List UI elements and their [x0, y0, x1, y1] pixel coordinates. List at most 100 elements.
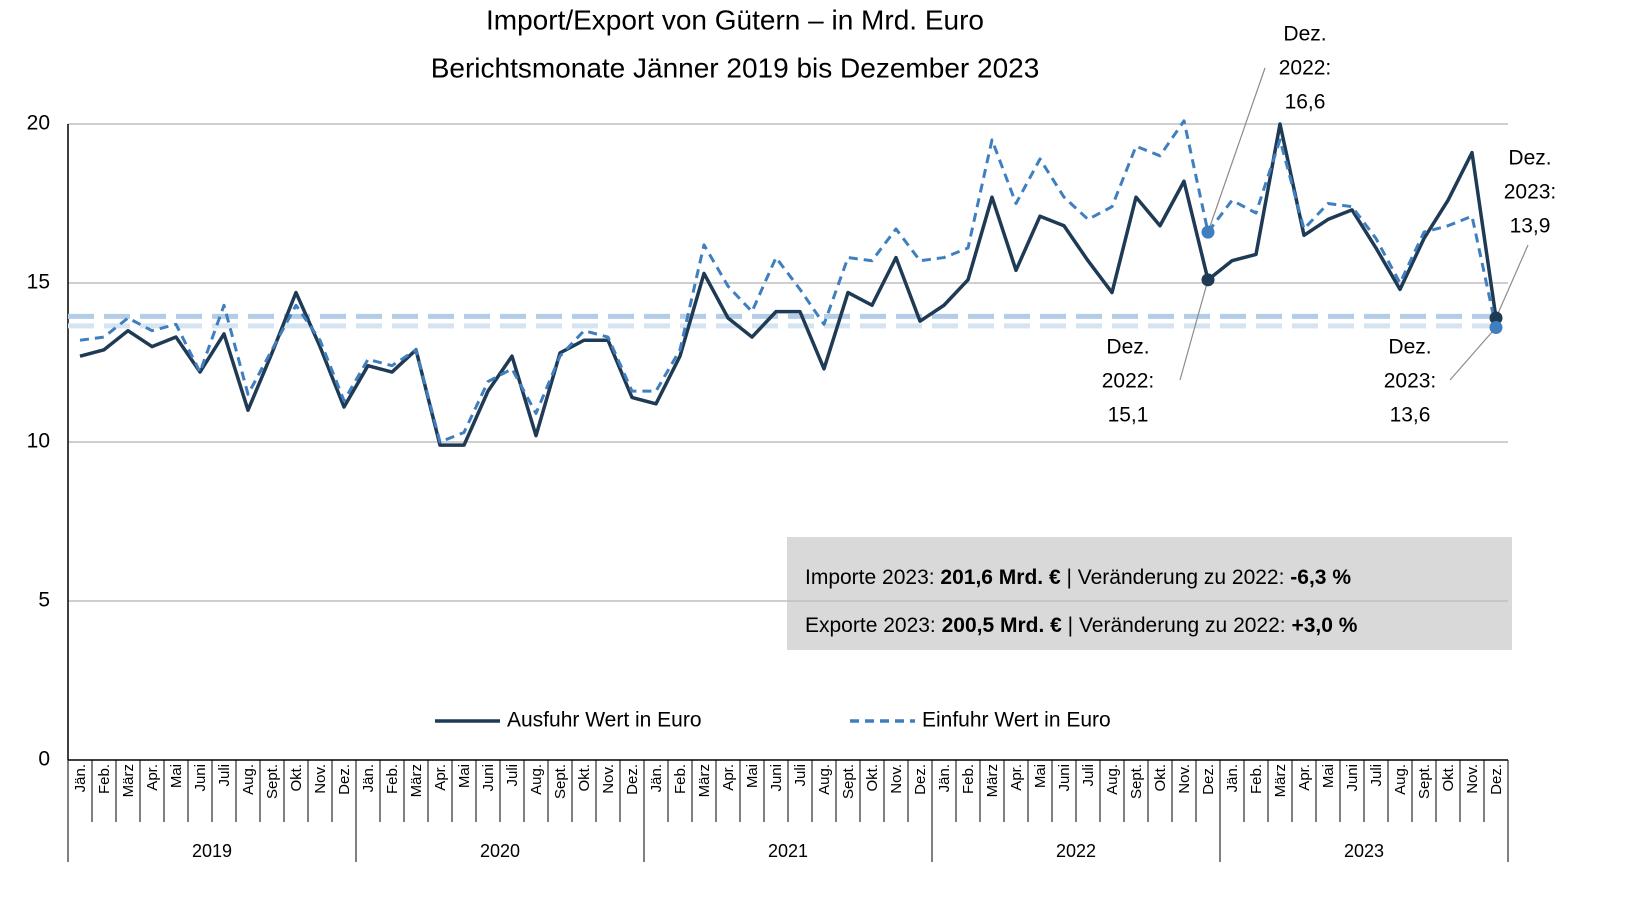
highlight-point: [1489, 321, 1503, 335]
x-tick-label: Mai: [1320, 764, 1337, 788]
data-line: [79, 122, 1498, 447]
x-tick-label: Okt.: [288, 764, 305, 792]
legend-label: Ausfuhr Wert in Euro: [507, 709, 702, 732]
x-tick-label: Sept.: [552, 764, 569, 799]
x-tick-label: Juni: [1344, 764, 1361, 792]
x-tick-label: Nov.: [1176, 764, 1193, 794]
year-label: 2023: [1344, 841, 1384, 861]
x-tick-label: Dez.: [336, 764, 353, 795]
x-tick-label: Mai: [744, 764, 761, 788]
highlight-point: [1201, 225, 1215, 239]
info-segment: Exporte 2023:: [805, 614, 942, 637]
x-tick-label: März: [696, 764, 713, 797]
info-segment: | Veränderung zu 2022:: [1062, 614, 1292, 637]
info-text: Importe 2023: 201,6 Mrd. € | Veränderung…: [805, 566, 1351, 589]
x-tick-label: Juli: [216, 764, 233, 787]
x-tick-label: März: [120, 764, 137, 797]
x-tick-label: Dez.: [1200, 764, 1217, 795]
annotation: 2022:: [1279, 57, 1332, 80]
x-tick-label: Apr.: [1296, 764, 1313, 791]
info-segment: -6,3 %: [1290, 566, 1351, 589]
x-tick-label: Juli: [1368, 764, 1385, 787]
x-tick-label: März: [408, 764, 425, 797]
annotation: 13,6: [1390, 404, 1431, 427]
leader-line: [1179, 279, 1209, 381]
info-segment: 201,6 Mrd. €: [940, 566, 1061, 589]
x-tick-label: Apr.: [144, 764, 161, 791]
x-tick-label: Juni: [192, 764, 209, 792]
x-tick-label: März: [1272, 764, 1289, 797]
x-tick-label: Juli: [1080, 764, 1097, 787]
x-tick-label: März: [984, 764, 1001, 797]
x-tick-label: Aug.: [1392, 764, 1409, 795]
x-tick-label: Sept.: [840, 764, 857, 799]
x-tick-label: Apr.: [1008, 764, 1025, 791]
x-tick-label: Mai: [1032, 764, 1049, 788]
leader-line: [1495, 244, 1529, 319]
x-tick-label: Feb.: [960, 764, 977, 794]
annotation: 2023:: [1384, 370, 1437, 393]
year-label: 2019: [192, 841, 232, 861]
leader-line: [1449, 327, 1497, 381]
x-tick-label: Okt.: [1440, 764, 1457, 792]
annotation: 16,6: [1285, 91, 1326, 114]
x-tick-label: Jän.: [360, 764, 377, 792]
year-label: 2020: [480, 841, 520, 861]
chart-title: Berichtsmonate Jänner 2019 bis Dezember …: [431, 52, 1040, 83]
annotation: 2022:: [1102, 370, 1155, 393]
y-tick-label: 5: [38, 589, 50, 612]
year-label: 2021: [768, 841, 808, 861]
x-tick-label: Sept.: [1128, 764, 1145, 799]
x-tick-label: Mai: [168, 764, 185, 788]
annotation: Dez.: [1283, 23, 1326, 46]
info-text: Exporte 2023: 200,5 Mrd. € | Veränderung…: [805, 614, 1358, 637]
x-tick-label: Jän.: [72, 764, 89, 792]
info-segment: +3,0 %: [1291, 614, 1357, 637]
info-box: [787, 537, 1512, 650]
x-tick-label: Juni: [768, 764, 785, 792]
x-tick-label: Dez.: [624, 764, 641, 795]
x-tick-label: Jän.: [936, 764, 953, 792]
x-tick-label: Jän.: [648, 764, 665, 792]
x-tick-label: Aug.: [816, 764, 833, 795]
y-tick-label: 0: [38, 748, 50, 771]
info-segment: | Veränderung zu 2022:: [1061, 566, 1291, 589]
x-tick-label: Mai: [456, 764, 473, 788]
y-tick-label: 15: [27, 271, 50, 294]
x-tick-label: Feb.: [672, 764, 689, 794]
y-tick-label: 10: [27, 430, 50, 453]
highlight-point: [1489, 311, 1503, 325]
x-tick-label: Apr.: [432, 764, 449, 791]
x-tick-label: Juli: [792, 764, 809, 787]
x-tick-label: Nov.: [600, 764, 617, 794]
x-tick-label: Feb.: [96, 764, 113, 794]
x-tick-label: Nov.: [312, 764, 329, 794]
x-tick-label: Feb.: [384, 764, 401, 794]
x-tick-label: Okt.: [576, 764, 593, 792]
x-tick-label: Jän.: [1224, 764, 1241, 792]
x-tick-label: Juli: [504, 764, 521, 787]
x-tick-label: Okt.: [1152, 764, 1169, 792]
x-tick-label: Aug.: [1104, 764, 1121, 795]
x-tick-label: Okt.: [864, 764, 881, 792]
annotation: 13,9: [1510, 215, 1551, 238]
x-tick-label: Nov.: [1464, 764, 1481, 794]
annotation: Dez.: [1388, 336, 1431, 359]
chart-title: Import/Export von Gütern – in Mrd. Euro: [486, 4, 984, 35]
x-tick-label: Aug.: [528, 764, 545, 795]
y-tick-label: 20: [27, 112, 50, 135]
year-label: 2022: [1056, 841, 1096, 861]
info-segment: Importe 2023:: [805, 566, 940, 589]
x-tick-label: Dez.: [912, 764, 929, 795]
x-tick-label: Juni: [1056, 764, 1073, 792]
leader-line: [1207, 67, 1266, 233]
info-segment: 200,5 Mrd. €: [942, 614, 1063, 637]
annotation: Dez.: [1106, 336, 1149, 359]
annotation: 2023:: [1504, 181, 1557, 204]
annotation: Dez.: [1508, 147, 1551, 170]
x-tick-label: Feb.: [1248, 764, 1265, 794]
x-tick-label: Sept.: [264, 764, 281, 799]
x-tick-label: Sept.: [1416, 764, 1433, 799]
x-tick-label: Apr.: [720, 764, 737, 791]
